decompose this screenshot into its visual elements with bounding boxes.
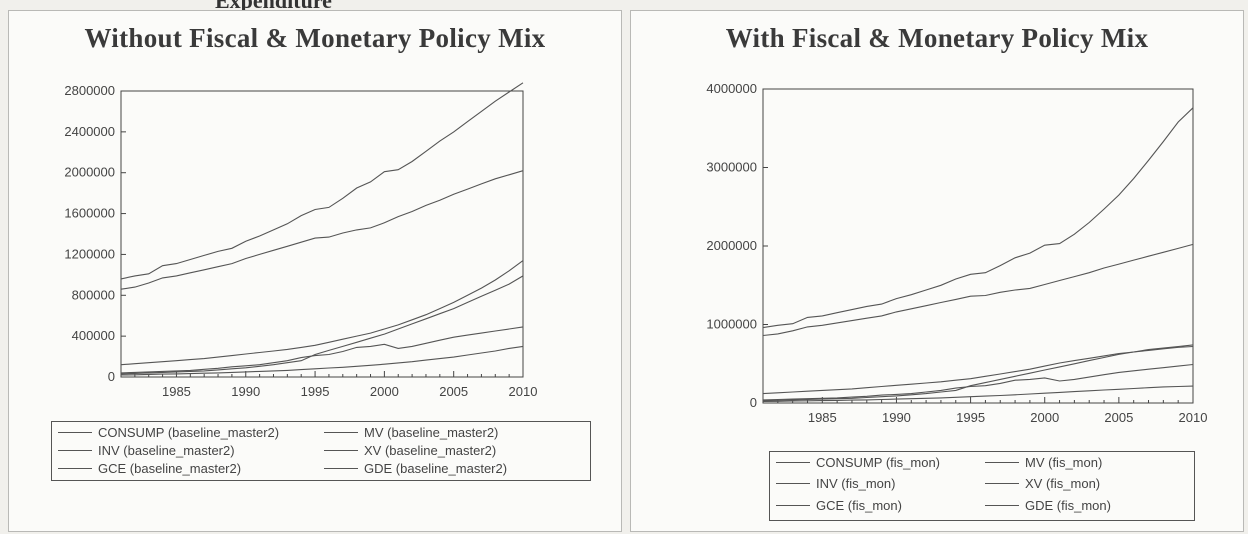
legend-label: INV (fis_mon) (816, 476, 896, 492)
legend-swatch (776, 483, 810, 485)
legend-item: MV (baseline_master2) (324, 424, 584, 441)
legend-label: XV (fis_mon) (1025, 476, 1101, 492)
legend-label: CONSUMP (fis_mon) (816, 455, 941, 470)
plot-frame (762, 88, 1194, 404)
y-tick-label: 4000000 (706, 81, 757, 96)
legend-swatch (985, 462, 1019, 463)
legend-label: GCE (baseline_master2) (98, 461, 242, 476)
x-tick-label: 2005 (439, 384, 468, 399)
series-line-gce (120, 345, 524, 376)
legend-item: INV (baseline_master2) (58, 442, 318, 459)
y-tick-label: 2800000 (64, 83, 115, 98)
legend-swatch (776, 504, 810, 506)
legend-label: MV (baseline_master2) (364, 425, 499, 440)
legend-label: INV (baseline_master2) (98, 443, 235, 458)
y-tick-label: 1600000 (64, 206, 115, 221)
series-line-mv (120, 170, 524, 290)
legend-label: GDE (baseline_master2) (364, 461, 508, 476)
y-tick-label: 1000000 (706, 317, 757, 332)
legend-item: INV (fis_mon) (776, 475, 979, 492)
legend-item: XV (fis_mon) (985, 475, 1188, 492)
legend-item: GCE (baseline_master2) (58, 460, 318, 477)
legend-swatch (58, 432, 92, 433)
legend-item: GDE (fis_mon) (985, 497, 1188, 514)
x-tick-label: 1990 (231, 384, 260, 399)
legend-item: CONSUMP (baseline_master2) (58, 424, 318, 441)
legend-item: MV (fis_mon) (985, 454, 1188, 471)
x-tick-label: 1985 (162, 384, 191, 399)
legend-item: GCE (fis_mon) (776, 497, 979, 514)
y-tick-label: 2400000 (64, 124, 115, 139)
x-tick-label: 1985 (808, 410, 837, 425)
legend-item: XV (baseline_master2) (324, 442, 584, 459)
legend-label: MV (fis_mon) (1025, 455, 1103, 470)
y-tick-label: 2000000 (706, 238, 757, 253)
x-tick-label: 1995 (301, 384, 330, 399)
chart-title: With Fiscal & Monetary Policy Mix (725, 23, 1149, 53)
chart-legend: CONSUMP (fis_mon) MV (fis_mon) INV (fis_mo… (769, 451, 1195, 521)
plot-frame (120, 90, 524, 378)
y-tick-label: 1200000 (64, 246, 115, 261)
x-tick-label: 1990 (882, 410, 911, 425)
line-chart-without-policy-mix: 0 400000 800000 1200000 1600000 2000000 240000… (64, 82, 538, 399)
series-line-inv (120, 260, 524, 366)
series-line-mv (762, 243, 1194, 337)
series-line-xv (762, 363, 1194, 401)
y-tick-label: 0 (108, 369, 115, 384)
series-line-xv (120, 326, 524, 374)
series-line-consump (120, 82, 524, 280)
series-line-consump (762, 107, 1194, 329)
legend-swatch (324, 432, 358, 433)
series-line-gce (762, 385, 1194, 402)
legend-label: GCE (fis_mon) (816, 497, 902, 513)
x-tick-label: 2005 (1104, 410, 1133, 425)
line-chart-with-policy-mix: 0 1000000 2000000 3000000 4000000 1985 1990 199… (706, 81, 1208, 425)
x-tick-label: 1995 (956, 410, 985, 425)
legend-label: CONSUMP (baseline_master2) (98, 425, 280, 440)
y-tick-label: 800000 (72, 287, 115, 302)
x-tick-label: 2000 (370, 384, 399, 399)
chart-panel-without-policy-mix: Without Fiscal & Monetary Policy Mix 0 40… (8, 10, 622, 532)
legend-item: GDE (baseline_master2) (324, 460, 584, 477)
legend-swatch (58, 468, 92, 469)
legend-swatch (324, 468, 358, 469)
y-tick-label: 0 (750, 395, 757, 410)
legend-swatch (985, 483, 1019, 485)
legend-swatch (776, 462, 810, 463)
legend-label: XV (baseline_master2) (364, 443, 497, 458)
chart-title: Without Fiscal & Monetary Policy Mix (84, 23, 546, 53)
y-tick-label: 3000000 (706, 160, 757, 175)
partial-heading-fragment: Expenditure (215, 0, 332, 13)
legend-swatch (58, 450, 92, 451)
legend-swatch (985, 504, 1019, 506)
chart-legend: CONSUMP (baseline_master2) MV (baseline_m… (51, 421, 591, 481)
x-tick-label: 2010 (509, 384, 538, 399)
series-line-gde (120, 275, 524, 375)
y-tick-label: 2000000 (64, 165, 115, 180)
legend-label: GDE (fis_mon) (1025, 497, 1111, 513)
legend-item: CONSUMP (fis_mon) (776, 454, 979, 471)
chart-panel-with-policy-mix: With Fiscal & Monetary Policy Mix 0 10000… (630, 10, 1244, 532)
y-tick-label: 400000 (72, 328, 115, 343)
series-line-gde (762, 344, 1194, 402)
legend-swatch (324, 450, 358, 451)
x-tick-label: 2010 (1179, 410, 1208, 425)
series-line-inv (762, 345, 1194, 395)
x-tick-label: 2000 (1030, 410, 1059, 425)
